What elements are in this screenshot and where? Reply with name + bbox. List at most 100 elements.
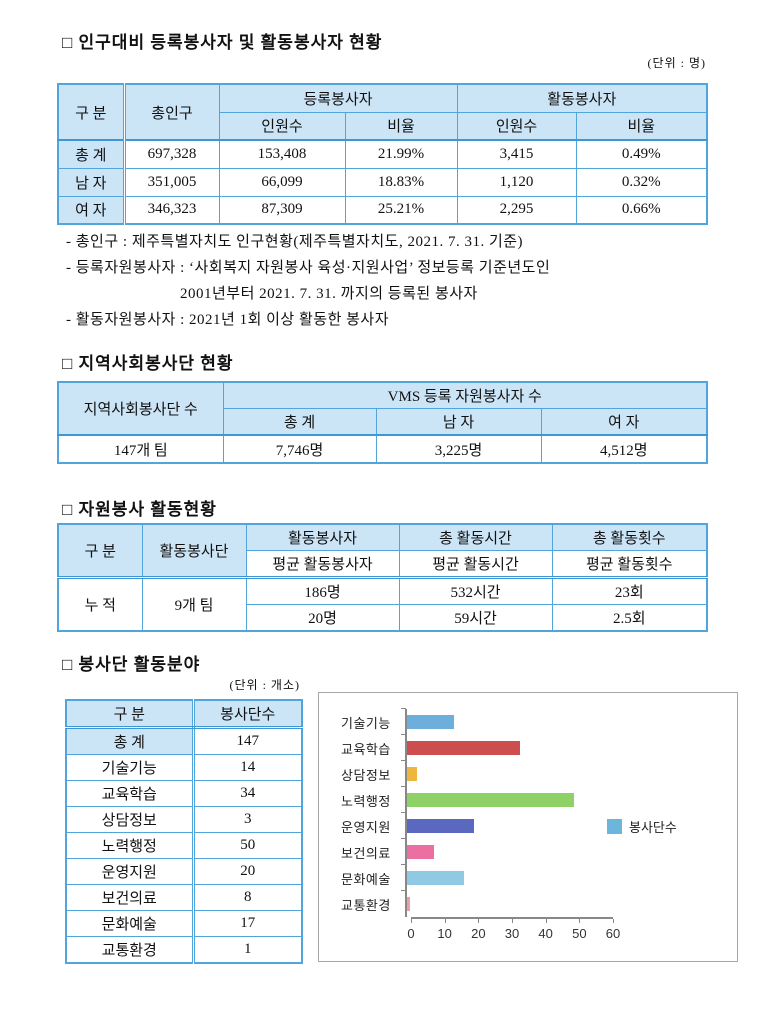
activity-status-table: 구 분 활동봉사단 활동봉사자 총 활동시간 총 활동횟수 평균 활동봉사자 평… [57,523,708,632]
row-label: 총 계 [65,727,195,755]
table-row: 20명 59시간 2.5회 [58,604,708,632]
row-label: 상담정보 [65,806,195,833]
x-axis-tick-label: 40 [538,926,553,941]
section1-title: □ 인구대비 등록봉사자 및 활동봉사자 현황 [62,33,383,52]
table-row: 노력행정 50 [65,832,303,859]
bar-보건의료 [407,845,434,859]
table-row: 보건의료 8 [65,884,303,911]
chart-bar-track [401,708,607,735]
activity-field-table: 구 분 봉사단수 총 계 147 기술기능 14 교육학습 34 상담정보 3 … [65,699,303,964]
cell-reg-count: 87,309 [218,195,346,225]
cell-count: 20 [192,858,303,885]
col-header-male: 남 자 [375,408,542,436]
chart-legend: 봉사단수 [607,817,677,836]
col-group-registered: 등록봉사자 [218,83,458,113]
row-label: 여 자 [57,195,126,225]
chart-category-label: 문화예술 [341,871,391,887]
chart-category-label: 보건의료 [341,845,391,861]
x-axis-tick-mark [411,919,412,923]
x-axis-tick-label: 0 [407,926,415,941]
table-row: 여 자 346,323 87,309 25.21% 2,295 0.66% [57,195,708,225]
chart-bar-track [401,734,607,761]
row-label: 누 적 [57,577,143,632]
cell-count: 8 [192,884,303,911]
col-header-team-count: 봉사단수 [192,699,303,729]
x-axis-tick-label: 20 [471,926,486,941]
cell-count: 14 [192,754,303,781]
cell-population: 697,328 [123,139,220,169]
cell-reg-count: 66,099 [218,167,346,197]
col-header-female: 여 자 [540,408,708,436]
x-axis-tick-mark [579,919,581,923]
x-axis-tick-mark [478,919,480,923]
chart-rows: 기술기능 교육학습 상담정보 노력행정 운영지원 보건의료 문화예술 교통환경 [341,708,613,917]
row-label: 보건의료 [65,884,195,911]
section3-title: □ 자원봉사 활동현황 [62,500,217,519]
legend-label: 봉사단수 [629,820,677,835]
chart-bar-track [401,864,607,891]
cell-population: 346,323 [123,195,220,225]
footnotes: - 총인구 : 제주특별자치도 인구현황(제주특별자치도, 2021. 7. 3… [66,229,550,333]
x-axis-tick-label: 50 [572,926,587,941]
table-row: 남 자 351,005 66,099 18.83% 1,120 0.32% [57,167,708,197]
table-row: 상담정보 3 [65,806,303,833]
cell-male: 3,225명 [375,434,542,464]
cell-count: 50 [192,832,303,859]
cell-volunteers: 20명 [245,604,400,632]
footnote-line: - 활동자원봉사자 : 2021년 1회 이상 활동한 봉사자 [66,312,390,328]
section4-unit-note: (단위 : 개소) [229,678,300,692]
activity-field-bar-chart: 기술기능 교육학습 상담정보 노력행정 운영지원 보건의료 문화예술 교통환경 0 10 20 30… [318,692,738,962]
cell-total: 7,746명 [222,434,377,464]
chart-bar-track [401,812,607,839]
chart-bar-track [401,760,607,787]
row-label: 교통환경 [65,936,195,964]
x-axis-tick-mark [444,919,446,923]
col-header-avg-times: 평균 활동횟수 [551,550,708,579]
cell-volunteers: 186명 [245,577,400,605]
table-row: 교통환경 1 [65,936,303,964]
chart-bar-track [401,786,607,813]
chart-bar-track [401,838,607,865]
col-header-category: 구 분 [65,699,195,729]
col-header-group: 구 분 [57,523,143,579]
chart-category-label: 교통환경 [341,897,391,913]
cell-times: 2.5회 [551,604,708,632]
x-axis-tick-mark [512,919,513,923]
bar-노력행정 [407,793,574,807]
x-axis-tick-mark [613,919,614,923]
cell-times: 23회 [551,577,708,605]
cell-hours: 59시간 [398,604,553,632]
x-axis-tick-label: 30 [504,926,520,941]
chart-row: 기술기능 [341,708,613,735]
x-axis-tick-mark [545,919,547,923]
cell-team: 9개 팀 [141,577,247,632]
bar-교통환경 [407,897,411,911]
table-row: 147개 팀 7,746명 3,225명 4,512명 [57,434,708,464]
cell-hours: 532시간 [398,577,553,605]
col-header-total-times: 총 활동횟수 [551,523,708,551]
cell-reg-ratio: 18.83% [344,167,458,197]
col-header-reg-count: 인원수 [218,111,346,141]
col-group-vms: VMS 등록 자원봉사자 수 [222,381,708,409]
bar-운영지원 [407,819,474,833]
chart-row: 보건의료 [341,838,613,865]
cell-reg-ratio: 21.99% [344,139,458,169]
col-header-team-count: 지역사회봉사단 수 [57,381,224,436]
table-row: 총 계 147 [65,727,303,755]
chart-row: 노력행정 [341,786,613,813]
footnote-line: 2001년부터 2021. 7. 31. 까지의 등록된 봉사자 [180,286,478,302]
col-header-total: 총 계 [222,408,377,436]
chart-row: 교통환경 [341,890,613,917]
col-group-active: 활동봉사자 [456,83,708,113]
col-header-active-team: 활동봉사단 [141,523,247,579]
cell-female: 4,512명 [540,434,708,464]
cell-count: 17 [192,910,303,937]
row-label: 기술기능 [65,754,195,781]
row-label: 교육학습 [65,780,195,807]
chart-category-label: 상담정보 [341,767,391,783]
cell-population: 351,005 [123,167,220,197]
col-header-active-volunteers: 활동봉사자 [245,523,400,551]
chart-category-label: 기술기능 [341,715,391,731]
chart-category-label: 교육학습 [341,741,391,757]
